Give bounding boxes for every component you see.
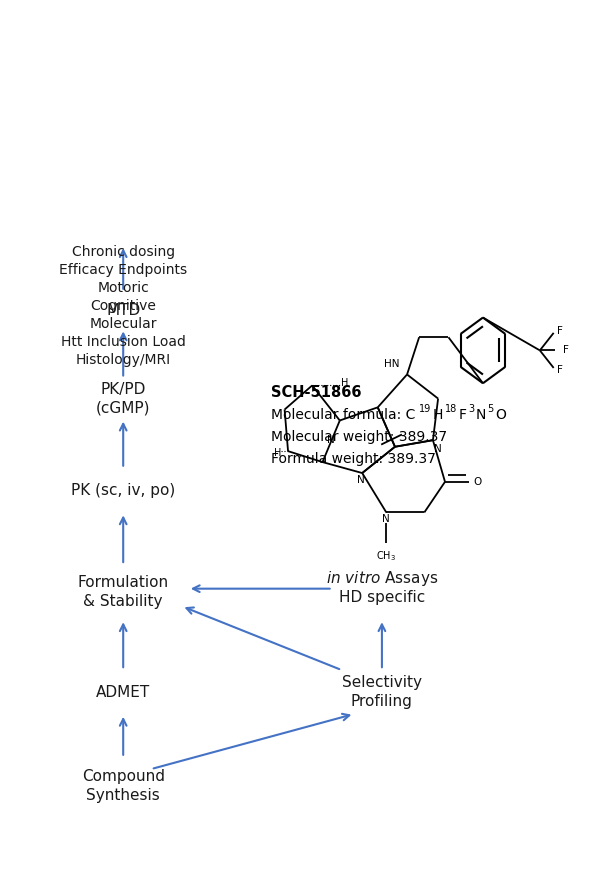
Text: PK (sc, iv, po): PK (sc, iv, po)	[71, 483, 176, 498]
Text: F: F	[459, 408, 467, 422]
Text: PK/PD
(cGMP): PK/PD (cGMP)	[96, 382, 150, 415]
Text: HD specific: HD specific	[339, 590, 425, 605]
Text: 19: 19	[419, 404, 431, 414]
Text: O: O	[495, 408, 506, 422]
Text: Motoric: Motoric	[97, 281, 149, 295]
Text: Efficacy Endpoints: Efficacy Endpoints	[59, 264, 187, 278]
Text: Cognitive: Cognitive	[91, 300, 156, 314]
Text: Htt Inclusion Load: Htt Inclusion Load	[61, 336, 185, 350]
Text: F: F	[557, 326, 562, 336]
Text: N: N	[327, 435, 335, 445]
Text: Compound
Synthesis: Compound Synthesis	[82, 769, 164, 802]
Text: 3: 3	[468, 404, 474, 414]
Text: H: H	[433, 408, 444, 422]
Text: N: N	[357, 475, 364, 484]
Text: Selectivity
Profiling: Selectivity Profiling	[342, 675, 422, 709]
Text: Molecular: Molecular	[89, 317, 157, 331]
Text: MTD: MTD	[106, 303, 140, 319]
Text: CH$_3$: CH$_3$	[376, 549, 396, 563]
Text: Formulation
& Stability: Formulation & Stability	[78, 576, 169, 609]
Text: Histology/MRI: Histology/MRI	[76, 353, 171, 367]
Text: N: N	[383, 514, 390, 524]
Text: 5: 5	[487, 404, 493, 414]
Text: SCH-51866: SCH-51866	[271, 385, 362, 400]
Text: H: H	[274, 449, 282, 458]
Text: F: F	[563, 345, 569, 356]
Text: Chronic dosing: Chronic dosing	[71, 245, 175, 259]
Text: F: F	[557, 365, 562, 375]
Text: N: N	[476, 408, 487, 422]
Text: Formula weight: 389.37: Formula weight: 389.37	[271, 452, 436, 466]
Text: HN: HN	[384, 358, 399, 369]
Text: ADMET: ADMET	[96, 684, 150, 700]
Text: O: O	[474, 477, 482, 487]
Text: $\it{in\ vitro}$ Assays: $\it{in\ vitro}$ Assays	[326, 569, 438, 588]
Text: H: H	[341, 378, 349, 388]
Text: Molecular weight: 389.37: Molecular weight: 389.37	[271, 430, 447, 444]
Text: 18: 18	[445, 404, 457, 414]
Text: N: N	[434, 444, 442, 454]
Text: Molecular formula: C: Molecular formula: C	[271, 408, 415, 422]
